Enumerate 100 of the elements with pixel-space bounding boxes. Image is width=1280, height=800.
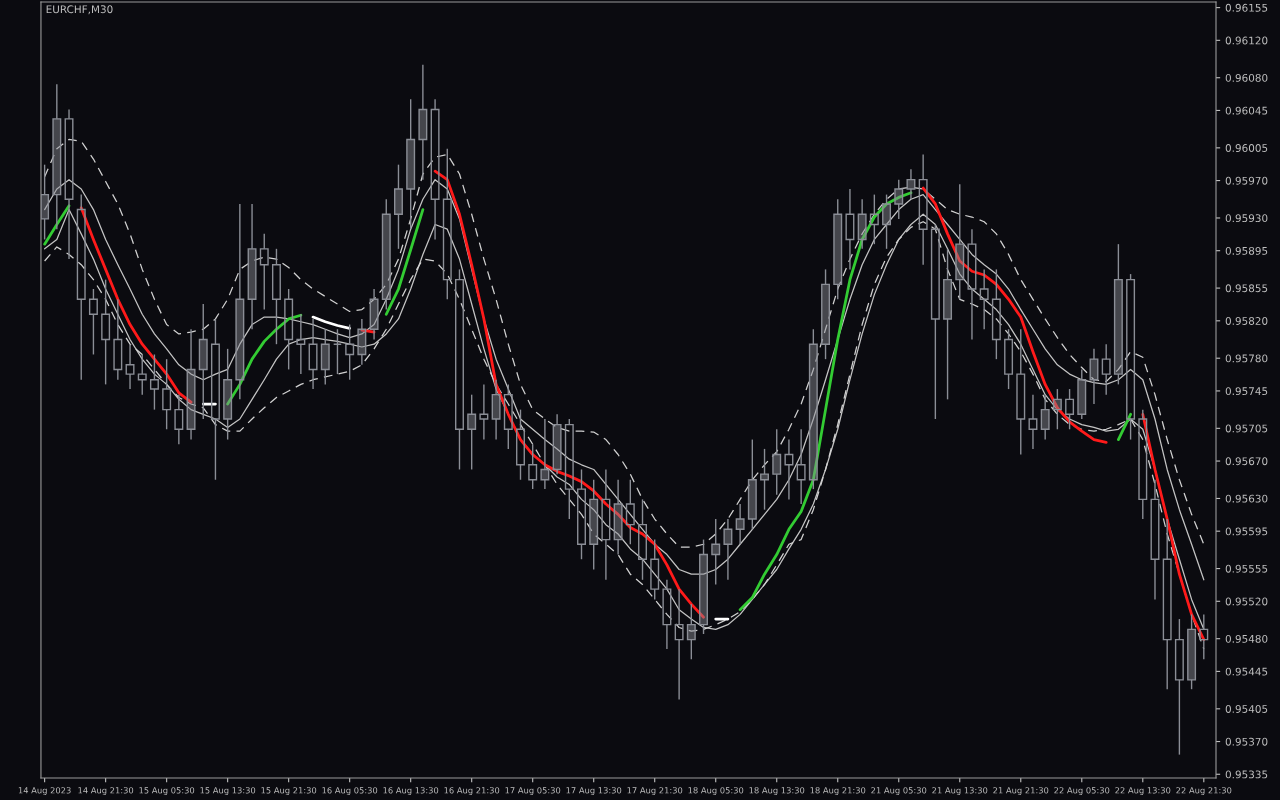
candlestick <box>369 288 379 341</box>
y-tick-label: 0.95595 <box>1225 527 1268 536</box>
candlestick <box>1174 618 1184 756</box>
candlestick <box>406 98 416 230</box>
x-tick-label: 22 Aug 21:30 <box>1176 787 1232 796</box>
candlestick <box>235 203 245 401</box>
y-tick-label: 0.96080 <box>1225 73 1268 82</box>
candlestick <box>967 228 977 341</box>
y-tick-label: 0.95780 <box>1225 354 1268 363</box>
y-tick-label: 0.95670 <box>1225 457 1268 466</box>
candlestick <box>723 518 733 581</box>
candlestick <box>991 268 1001 360</box>
y-tick-label: 0.95370 <box>1225 737 1268 746</box>
candlestick <box>943 248 953 401</box>
candlestick <box>857 198 867 250</box>
candlestick <box>113 298 123 381</box>
candlestick <box>686 603 696 660</box>
x-tick-label: 18 Aug 21:30 <box>810 787 866 796</box>
y-tick-label: 0.96005 <box>1225 144 1268 152</box>
candlestick <box>613 479 623 556</box>
candlestick <box>296 313 306 375</box>
candlestick <box>638 498 647 581</box>
y-tick-label: 0.95445 <box>1225 667 1268 676</box>
x-tick-label: 22 Aug 05:30 <box>1054 787 1110 796</box>
y-tick-label: 0.95970 <box>1225 176 1268 185</box>
candlestick <box>345 323 355 381</box>
x-tick-label: 14 Aug 21:30 <box>78 787 134 796</box>
candlestick <box>1028 393 1038 450</box>
candlestick <box>430 98 440 241</box>
candlestick <box>186 328 196 441</box>
x-tick-label: 16 Aug 21:30 <box>444 787 500 796</box>
candlestick <box>845 188 855 271</box>
y-tick-label: 0.95555 <box>1225 564 1268 573</box>
y-tick-label: 0.95820 <box>1225 317 1268 325</box>
x-tick-label: 17 Aug 05:30 <box>505 787 561 796</box>
candlestick <box>210 318 220 481</box>
y-tick-label: 0.95745 <box>1225 387 1268 396</box>
y-tick-label: 0.96155 <box>1225 3 1268 12</box>
candlestick <box>796 428 806 505</box>
x-tick-label: 15 Aug 05:30 <box>139 787 195 796</box>
candlestick <box>308 318 318 390</box>
y-tick-label: 0.95855 <box>1225 284 1268 293</box>
candlestick <box>442 148 452 301</box>
candlestick <box>1089 348 1099 405</box>
candlestick <box>601 468 611 581</box>
candlestick <box>625 479 635 545</box>
candlestick <box>589 479 599 571</box>
candlestick <box>491 379 501 441</box>
candlestick <box>418 63 428 181</box>
y-tick-label: 0.96120 <box>1225 36 1268 45</box>
candlestick <box>357 318 367 366</box>
candlestick <box>1101 343 1111 396</box>
candlestick <box>198 303 208 420</box>
candlestick <box>784 438 794 501</box>
x-tick-label: 18 Aug 13:30 <box>749 787 805 796</box>
candlestick <box>918 153 928 266</box>
candlestick <box>149 353 159 411</box>
candlestick <box>711 518 721 586</box>
candlestick <box>223 348 233 441</box>
x-tick-label: 15 Aug 13:30 <box>200 787 256 796</box>
x-tick-label: 15 Aug 21:30 <box>261 787 317 796</box>
candlestick <box>393 163 403 250</box>
y-tick-label: 0.95705 <box>1225 424 1268 433</box>
candlestick <box>247 203 257 330</box>
x-tick-label: 16 Aug 13:30 <box>383 787 439 796</box>
candlestick <box>101 278 111 386</box>
candlestick <box>760 448 770 511</box>
candlestick <box>174 393 184 445</box>
y-tick-label: 0.95335 <box>1225 770 1268 779</box>
x-tick-label: 21 Aug 21:30 <box>993 787 1049 796</box>
x-tick-label: 17 Aug 21:30 <box>627 787 683 796</box>
x-tick-label: 21 Aug 13:30 <box>932 787 988 796</box>
y-tick-label: 0.95630 <box>1225 494 1268 503</box>
candlestick <box>64 108 74 260</box>
line-series <box>43 138 1205 548</box>
candlestick <box>125 343 135 390</box>
candlestick <box>52 83 62 230</box>
candlestick <box>40 163 50 241</box>
line-series <box>43 179 1205 581</box>
chart-title: EURCHF,M30 <box>46 5 113 15</box>
candlestick <box>979 268 989 330</box>
candlestick <box>772 428 782 496</box>
candlestick <box>1016 328 1026 456</box>
x-tick-label: 16 Aug 05:30 <box>322 787 378 796</box>
x-tick-label: 14 Aug 2023 <box>18 787 71 796</box>
candlestick <box>735 503 745 545</box>
y-tick-label: 0.95480 <box>1225 634 1268 643</box>
y-tick-label: 0.96045 <box>1225 106 1268 115</box>
y-tick-label: 0.95895 <box>1225 246 1268 255</box>
candlestick <box>674 588 684 701</box>
y-tick-label: 0.95930 <box>1225 214 1268 223</box>
x-tick-label: 18 Aug 05:30 <box>688 787 744 796</box>
candlestick <box>540 418 550 490</box>
x-tick-label: 21 Aug 05:30 <box>871 787 927 796</box>
candlestick <box>479 383 489 441</box>
x-tick-label: 22 Aug 13:30 <box>1115 787 1171 796</box>
candlestick <box>162 358 172 430</box>
candlestick <box>1040 393 1050 441</box>
x-tick-label: 17 Aug 13:30 <box>566 787 622 796</box>
candlestick <box>467 393 477 471</box>
